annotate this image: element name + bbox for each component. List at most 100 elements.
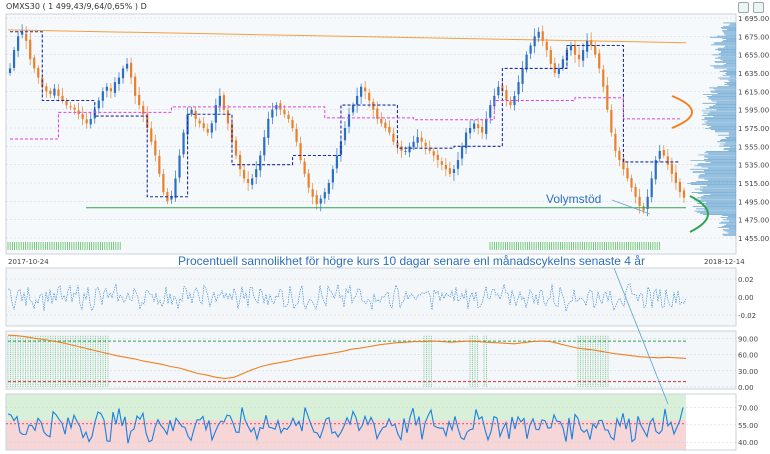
candle-body <box>33 57 36 69</box>
candle-body <box>57 89 60 96</box>
candle-body <box>174 178 177 198</box>
rsi-tick-label: 40.00 <box>738 439 758 447</box>
candle-body <box>468 128 472 134</box>
candle-body <box>117 77 121 84</box>
probability-title: Procentuell sannolikhet för högre kurs 1… <box>178 254 645 268</box>
maximize-icon[interactable] <box>753 2 764 13</box>
candle-body <box>303 161 306 174</box>
price-tick-label: 1 595.00 <box>738 107 769 115</box>
candle-body <box>545 41 548 51</box>
candle-body <box>650 178 653 198</box>
candle-body <box>626 168 629 179</box>
rsi-tick-label: 55.00 <box>738 422 758 430</box>
candle-body <box>134 76 137 96</box>
candle-body <box>602 69 605 87</box>
candle-body <box>533 36 536 47</box>
candle-body <box>347 114 351 127</box>
candle-body <box>432 151 435 156</box>
price-tick-label: 1 655.00 <box>738 52 769 60</box>
candle-body <box>105 86 108 91</box>
candle-body <box>315 195 318 205</box>
candle-body <box>351 105 355 113</box>
candle-body <box>452 169 456 173</box>
price-tick-label: 1 615.00 <box>738 88 769 96</box>
candle-body <box>113 82 117 93</box>
candle-body <box>448 168 452 174</box>
candle-body <box>590 40 593 46</box>
candle-body <box>295 128 298 142</box>
candle-body <box>299 143 302 161</box>
candle-body <box>529 45 532 54</box>
candle-body <box>16 36 20 51</box>
candle-body <box>392 133 395 142</box>
candle-body <box>267 118 270 138</box>
window-toolbar <box>738 2 764 13</box>
candle-body <box>154 140 157 156</box>
candle-body <box>61 95 64 101</box>
candle-body <box>678 182 682 193</box>
candle-body <box>505 90 508 101</box>
candle-body <box>577 54 581 60</box>
seasonal-curve <box>7 334 687 379</box>
volume-support-label: Volymstöd <box>546 192 601 206</box>
candle-body <box>594 45 597 55</box>
candle-body <box>497 86 500 96</box>
candle-body <box>396 142 399 147</box>
seasonal-tick-label: 0.00 <box>738 384 754 392</box>
candle-body <box>291 120 294 128</box>
candle-body <box>242 169 246 179</box>
candle-body <box>610 109 613 133</box>
candle-body <box>424 142 427 147</box>
candle-body <box>372 101 375 110</box>
candle-body <box>287 114 290 119</box>
osc-tick-label: 0.02 <box>738 276 754 284</box>
candle-body <box>251 178 254 185</box>
candle-body <box>8 68 12 73</box>
candle-body <box>323 192 326 199</box>
price-tick-label: 1 455.00 <box>738 235 769 243</box>
candle-body <box>376 108 379 119</box>
rsi-line <box>7 407 684 444</box>
price-tick-label: 1 495.00 <box>738 198 769 206</box>
candle-body <box>125 63 129 69</box>
candle-body <box>45 86 48 92</box>
candle-body <box>182 132 185 155</box>
candle-body <box>549 50 552 64</box>
candle-body <box>53 88 56 96</box>
candle-body <box>561 59 565 68</box>
candle-body <box>283 109 286 115</box>
candle-body <box>222 95 226 110</box>
candle-body <box>178 155 181 178</box>
candle-body <box>101 91 104 101</box>
candle-body <box>682 190 686 198</box>
candle-body <box>541 31 544 41</box>
candle-body <box>416 137 419 143</box>
candle-body <box>69 106 72 108</box>
candle-body <box>525 54 528 70</box>
osc-line <box>7 283 687 312</box>
price-tick-label: 1 475.00 <box>738 217 769 225</box>
candle-body <box>436 154 439 161</box>
candle-body <box>618 150 621 161</box>
candle-body <box>89 118 92 125</box>
candle-body <box>162 174 165 193</box>
candle-body <box>142 105 145 115</box>
candle-body <box>573 44 577 55</box>
candle-body <box>190 109 193 114</box>
long-trend-line <box>7 29 687 44</box>
candle-body <box>331 169 334 183</box>
price-panel-bg <box>5 13 737 255</box>
minimize-icon[interactable] <box>738 2 749 13</box>
candle-body <box>646 196 649 209</box>
candle-body <box>97 100 100 109</box>
candle-body <box>674 172 678 183</box>
candle-body <box>557 68 560 74</box>
candle-body <box>355 95 359 105</box>
candle-body <box>581 50 585 61</box>
price-tick-label: 1 575.00 <box>738 125 769 133</box>
candle-body <box>319 198 322 204</box>
candle-body <box>444 164 447 170</box>
rsi-panel-upper-bg <box>6 394 686 420</box>
osc-tick-label: -0.02 <box>738 312 756 320</box>
